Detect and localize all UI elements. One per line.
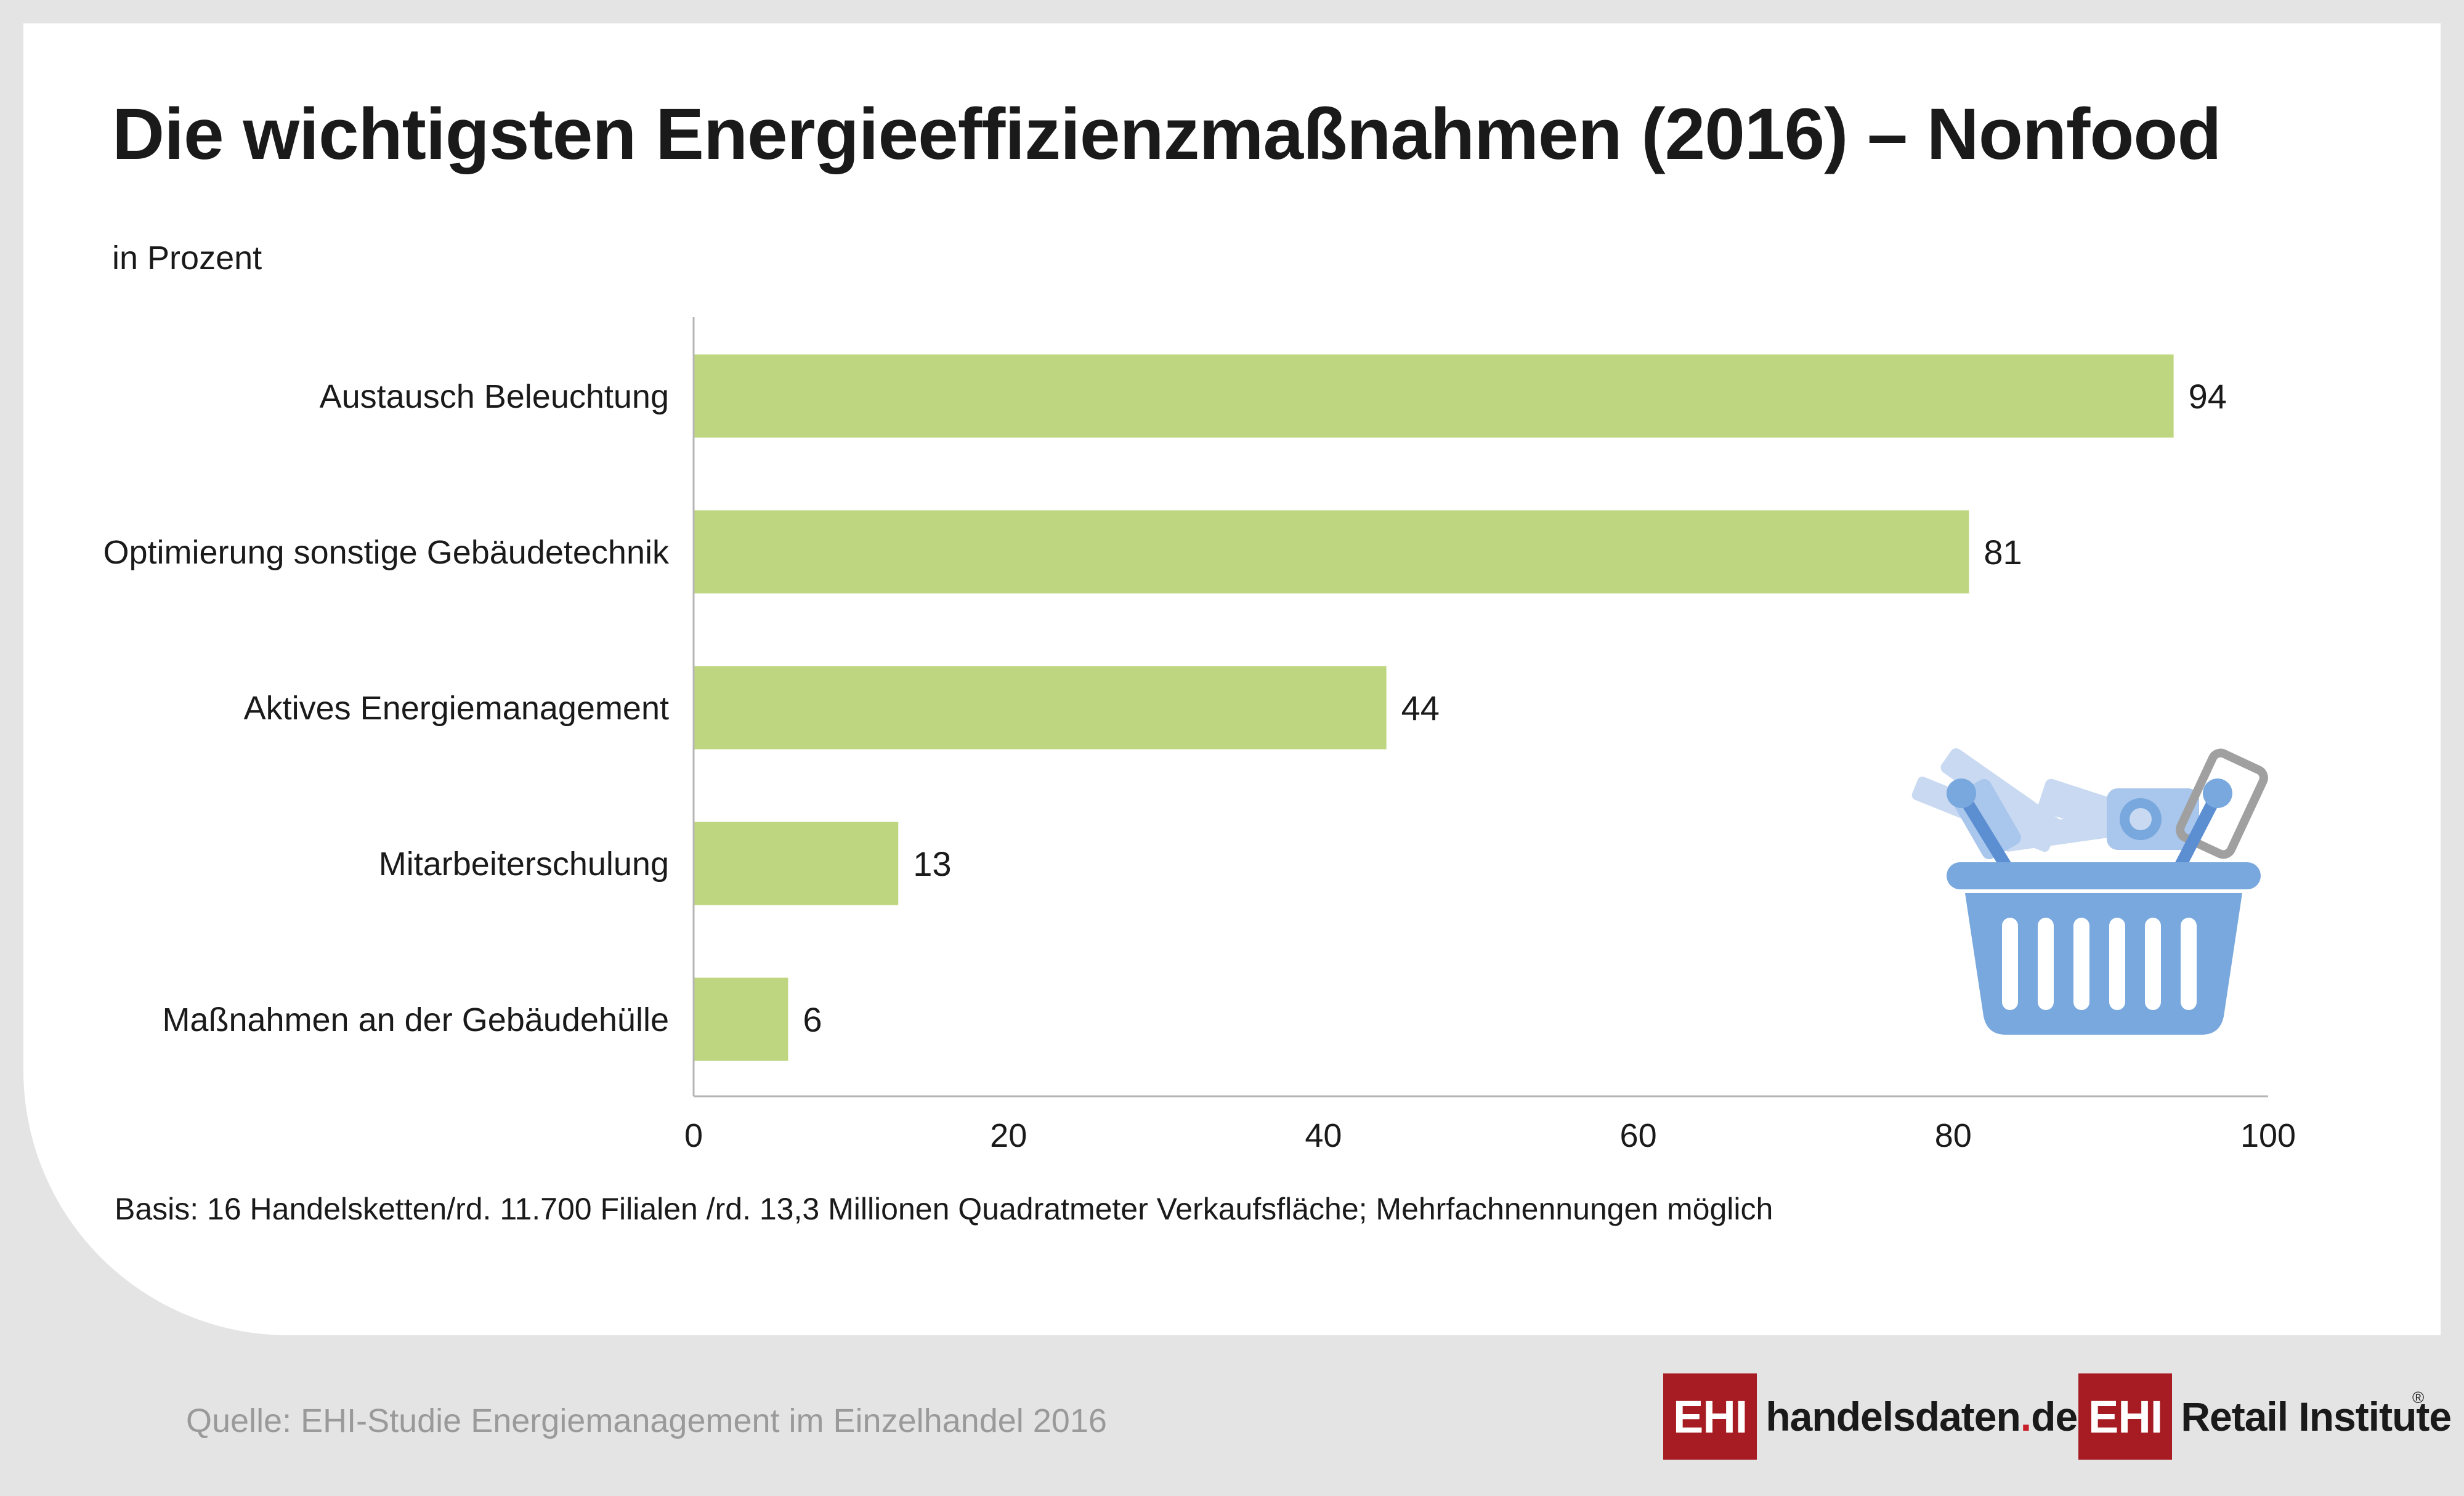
ehi-retail-institute-logo[interactable]: EHI Retail Institute (2078, 1373, 2452, 1460)
basis-note: Basis: 16 Handelsketten/rd. 11.700 Filia… (115, 1192, 1773, 1226)
bar (694, 510, 1969, 594)
chart-title: Die wichtigsten Energieeffizienzmaßnahme… (112, 94, 2222, 175)
x-tick-label: 0 (684, 1117, 703, 1154)
category-label: Aktives Energiemanagement (244, 690, 669, 727)
bar (694, 822, 899, 905)
labels-layer: Austausch Beleuchtung 94 Optimierung sonst… (103, 377, 2226, 1039)
x-tick-label: 80 (1935, 1117, 1972, 1154)
handelsdaten-tld: de (2031, 1394, 2078, 1439)
bar (694, 354, 2174, 438)
unit-label: in Prozent (112, 240, 262, 277)
source-note: Quelle: EHI-Studie Energiemanagement im … (186, 1402, 1107, 1439)
bar-chart: Austausch Beleuchtung 94 Optimierung sonst… (103, 317, 2296, 1154)
data-label: 94 (2189, 377, 2227, 416)
data-label: 81 (1984, 533, 2022, 572)
registered-mark: ® (2412, 1388, 2425, 1407)
handelsdaten-name: handelsdaten (1765, 1394, 2020, 1439)
data-label: 13 (913, 844, 951, 883)
axis-layer: 0 20 40 60 80 100 (684, 317, 2296, 1154)
category-label: Mitarbeiterschulung (379, 846, 669, 883)
category-label: Maßnahmen an der Gebäudehülle (162, 1001, 669, 1038)
bar (694, 977, 788, 1061)
retail-institute-text: Retail Institute (2181, 1394, 2452, 1439)
bar (694, 666, 1387, 750)
x-tick-label: 40 (1305, 1117, 1342, 1154)
ehi-logo-box: EHI (1663, 1373, 1757, 1460)
category-label: Optimierung sonstige Gebäudetechnik (103, 534, 670, 571)
handelsdaten-logo[interactable]: EHI handelsdaten.de (1663, 1373, 2078, 1460)
data-label: 6 (803, 1000, 822, 1039)
x-tick-label: 100 (2240, 1117, 2296, 1154)
ehi-logo-box: EHI (2078, 1373, 2173, 1460)
handelsdaten-dot: . (2020, 1394, 2032, 1439)
data-label: 44 (1401, 689, 1440, 727)
x-tick-label: 60 (1620, 1117, 1657, 1154)
shopping-basket-icon (1911, 748, 2268, 1035)
x-tick-label: 20 (990, 1117, 1027, 1154)
category-label: Austausch Beleuchtung (320, 378, 669, 415)
handelsdaten-logo-text: handelsdaten.de (1765, 1393, 2078, 1440)
bars-layer (694, 354, 2174, 1061)
